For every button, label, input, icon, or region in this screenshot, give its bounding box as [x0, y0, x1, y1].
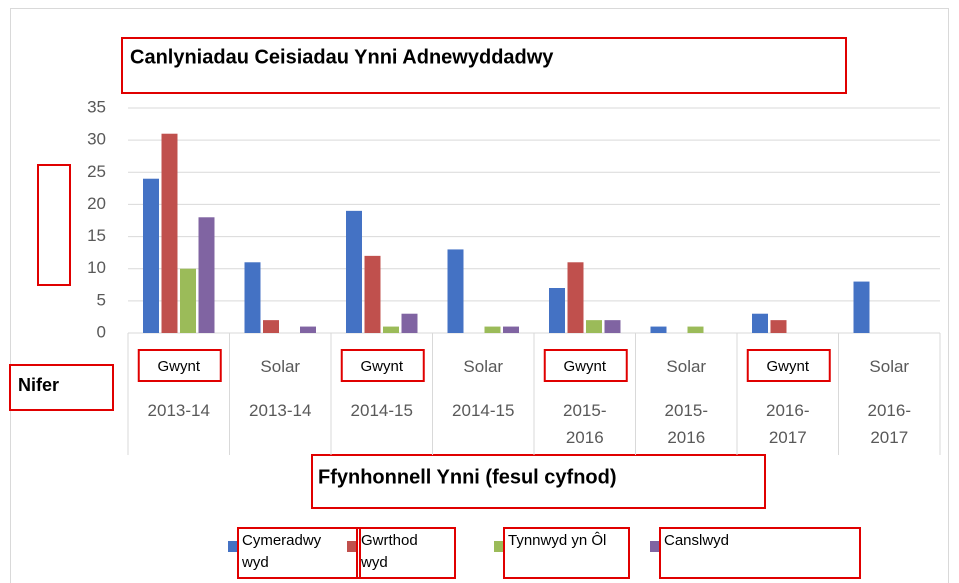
category-label: Gwynt — [563, 358, 606, 375]
bar — [300, 326, 316, 333]
bar — [549, 288, 565, 333]
y-tick-label: 10 — [87, 258, 106, 277]
legend-label: Canslwyd — [664, 532, 730, 549]
category-period: 2016-2017 — [766, 401, 810, 447]
bar — [604, 320, 621, 333]
annotation-box — [121, 37, 847, 94]
category-label: Gwynt — [360, 358, 403, 375]
legend-swatch — [494, 541, 505, 552]
legend-label: Gwrthodwyd — [361, 532, 418, 571]
bar — [143, 178, 159, 333]
category-period: 2015-2016 — [563, 401, 607, 447]
annotation-box — [503, 527, 630, 579]
bar — [503, 326, 519, 333]
bar — [364, 255, 381, 333]
bar — [161, 133, 178, 333]
category-label: Solar — [869, 357, 910, 376]
x-axis-label: Ffynhonnell Ynni (fesul cyfnod) — [318, 466, 617, 488]
annotation-box — [746, 349, 831, 382]
bar — [447, 249, 464, 333]
bar — [383, 326, 399, 333]
chart-title: Canlyniadau Ceisiadau Ynni Adnewyddadwy — [130, 46, 554, 68]
legend-label: Cymeradwywyd — [242, 532, 322, 571]
annotation-box — [340, 349, 425, 382]
category-period: 2014-15 — [350, 401, 413, 420]
annotation-box — [37, 164, 71, 286]
chart-frame — [10, 8, 949, 583]
category-period: 2016-2017 — [867, 401, 911, 447]
category-label: Gwynt — [157, 358, 200, 375]
bar — [567, 262, 584, 333]
annotation-box — [9, 364, 114, 411]
annotation-box — [237, 527, 361, 579]
legend-swatch — [650, 541, 661, 552]
y-tick-label: 30 — [87, 130, 106, 149]
bar — [198, 217, 215, 333]
bar — [180, 268, 196, 333]
category-label: Solar — [666, 357, 707, 376]
category-period: 2013-14 — [147, 401, 210, 420]
annotation-box — [543, 349, 628, 382]
bar — [770, 320, 787, 333]
bar — [586, 320, 602, 333]
annotation-box — [356, 527, 456, 579]
bar — [484, 326, 501, 333]
bar — [244, 262, 261, 333]
annotation-box — [659, 527, 861, 579]
legend-swatch — [228, 541, 239, 552]
legend-label: Tynnwyd yn Ôl — [508, 532, 607, 549]
y-tick-label: 35 — [87, 97, 106, 116]
y-axis-label: Nifer — [18, 375, 59, 395]
category-period: 2013-14 — [249, 401, 312, 420]
bar — [346, 210, 362, 333]
category-period: 2014-15 — [452, 401, 515, 420]
y-tick-label: 20 — [87, 194, 106, 213]
bar — [650, 326, 667, 333]
bar — [752, 313, 768, 333]
bar — [401, 313, 418, 333]
annotation-box — [311, 454, 766, 509]
bar — [263, 320, 279, 333]
annotation-box — [137, 349, 222, 382]
bar — [687, 326, 704, 333]
category-label: Solar — [463, 357, 504, 376]
category-label: Solar — [260, 357, 301, 376]
category-period: 2015-2016 — [664, 401, 708, 447]
legend-swatch — [347, 541, 358, 552]
category-label: Gwynt — [766, 358, 809, 375]
y-tick-label: 0 — [97, 322, 106, 341]
y-tick-label: 5 — [97, 290, 106, 309]
y-tick-label: 15 — [87, 226, 106, 245]
bar — [853, 281, 870, 333]
y-tick-label: 25 — [87, 162, 106, 181]
